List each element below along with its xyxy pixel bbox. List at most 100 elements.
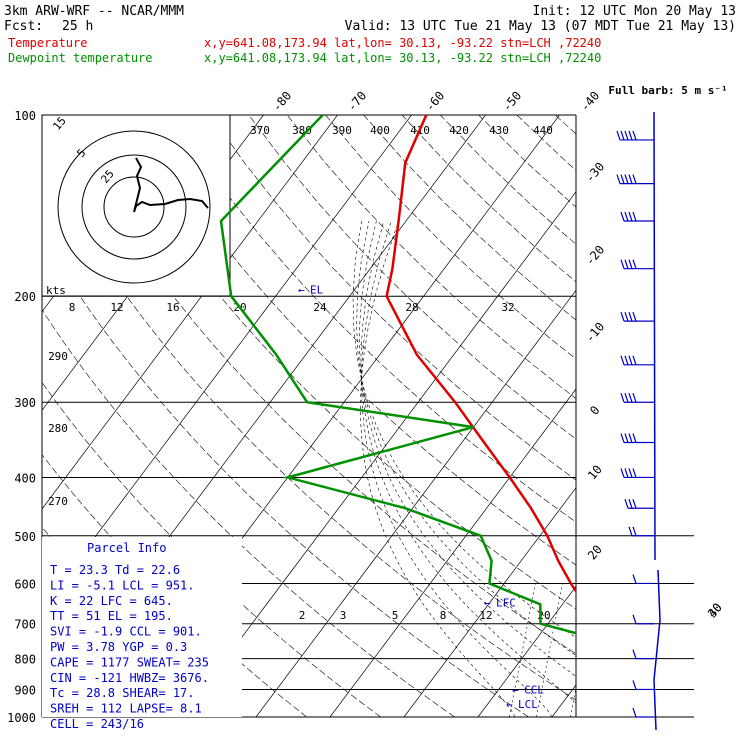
wind-barb-flag: [632, 574, 637, 584]
hodograph-ring: [103, 176, 165, 238]
level-marker-el: ← EL: [298, 284, 324, 297]
wind-barb: [620, 259, 654, 270]
level-marker-arrow: ←: [298, 284, 305, 297]
temperature-profile: [385, 115, 576, 594]
dry-adiabat: [133, 115, 576, 566]
mixing-ratio-line: [663, 583, 689, 717]
isotherm-label: 40: [705, 600, 725, 620]
wind-barb: [620, 393, 654, 403]
theta-label: 370: [250, 124, 270, 137]
wind-barb-flag: [620, 393, 625, 403]
dewpoint-location: x,y=641.08,173.94 lat,lon= 30.13, -93.22…: [204, 51, 601, 65]
isotherm-label: -30: [583, 160, 608, 186]
wind-barb-flag: [624, 355, 629, 366]
pressure-tick-label: 500: [14, 530, 36, 544]
wind-barb: [632, 574, 654, 585]
hodograph-speed-label: 8: [69, 301, 76, 314]
wind-barb: [632, 614, 654, 625]
wind-barb-flag: [624, 174, 629, 184]
wind-barb-flag: [632, 130, 637, 141]
wind-barb: [620, 433, 654, 444]
mixing-ratio-line: [602, 583, 628, 717]
level-marker-arrow: ←: [484, 596, 491, 609]
wind-barb-flag: [620, 174, 625, 184]
dry-adiabat: [554, 115, 576, 135]
theta-label: 270: [48, 495, 68, 508]
level-marker-lfc: ← LFC: [484, 596, 516, 609]
dry-adiabat: [57, 115, 576, 655]
fcst-label: Fcst:: [4, 19, 43, 34]
theta-label: 290: [48, 350, 68, 363]
parcel-row: Tc = 28.8 SHEAR= 17.: [50, 686, 195, 700]
temperature-location: x,y=641.08,173.94 lat,lon= 30.13, -93.22…: [204, 36, 601, 50]
wind-barb-flag: [620, 433, 625, 443]
theta-label: 440: [533, 124, 553, 137]
theta-label: 400: [370, 124, 390, 137]
isotherm: [181, 191, 576, 717]
dry-adiabat: [325, 115, 576, 360]
isotherm: [329, 388, 576, 717]
wind-barb-flag: [628, 211, 633, 222]
wind-barb-flag: [628, 468, 633, 478]
mixing-ratio-line: [570, 686, 576, 717]
wind-barb-flag: [632, 211, 637, 222]
wind-barb-flag: [632, 259, 637, 269]
isotherm: [255, 289, 576, 717]
wind-barb-flag: [628, 130, 633, 141]
wind-barb: [628, 526, 654, 537]
isotherm-label: -80: [270, 89, 295, 115]
isotherm: [477, 585, 576, 717]
hodograph-ring: [81, 154, 187, 260]
isotherm: [42, 115, 412, 609]
pressure-tick-label: 100: [14, 109, 36, 123]
isotherm: [551, 684, 576, 717]
moist-adiabat: [352, 220, 576, 638]
level-marker-label: CCL: [524, 684, 544, 697]
wind-barb-flag: [620, 468, 625, 478]
dry-adiabat: [594, 115, 740, 717]
isotherm: [626, 115, 740, 717]
parcel-row: TT = 51 EL = 195.: [50, 609, 173, 623]
parcel-row: CIN = -121 HWBZ= 3676.: [50, 671, 209, 685]
level-marker-ccl: ← CCL: [512, 684, 544, 697]
wind-barb-flag: [624, 311, 629, 322]
dry-adiabat: [440, 115, 576, 245]
dry-adiabat: [210, 115, 576, 481]
hodograph-speed-label: 16: [166, 301, 179, 314]
isotherm-label: -50: [500, 89, 525, 115]
wind-barb-flag: [616, 130, 621, 141]
mixing-ratio-label: 2: [299, 609, 306, 622]
isotherm: [42, 115, 338, 510]
wind-barb: [632, 707, 654, 718]
wind-barb-flag: [628, 355, 633, 366]
wind-barb-flag: [620, 311, 625, 322]
init-time: Init: 12 UTC Mon 20 May 13: [533, 4, 737, 19]
moist-adiabat: [356, 220, 576, 656]
sounding-curves: [219, 115, 576, 635]
hodograph-speed-label: 32: [501, 301, 514, 314]
wind-barb-flag: [624, 130, 629, 141]
parcel-row: CELL = 243/16: [50, 717, 144, 731]
wind-barb-flag: [632, 311, 637, 322]
wind-barb-flag: [624, 393, 629, 403]
pressure-tick-label: 900: [14, 683, 36, 697]
parcel-row: PW = 3.78 YGP = 0.3: [50, 640, 187, 654]
wind-barb: [620, 211, 654, 222]
hodograph-speed-label: 24: [313, 301, 327, 314]
dewpoint-profile: [219, 115, 576, 635]
mixing-ratio-label: 8: [440, 609, 447, 622]
wind-barb: [616, 130, 654, 141]
wind-barb-flag: [628, 393, 633, 403]
dry-adiabat: [95, 115, 576, 610]
wind-barb-flag: [624, 433, 629, 443]
parcel-info-box: Parcel Info T = 23.3 Td = 22.6LI = -5.1 L…: [42, 537, 242, 731]
wind-barb-flag: [616, 174, 621, 184]
isotherm: [403, 487, 576, 717]
pressure-tick-label: 200: [14, 290, 36, 304]
isotherm-label: -70: [345, 89, 370, 115]
dry-adiabat: [286, 115, 576, 399]
parcel-row: SREH = 112 LAPSE= 8.1: [50, 702, 202, 716]
wind-barb-flag: [624, 211, 629, 222]
wind-barb: [624, 499, 654, 509]
